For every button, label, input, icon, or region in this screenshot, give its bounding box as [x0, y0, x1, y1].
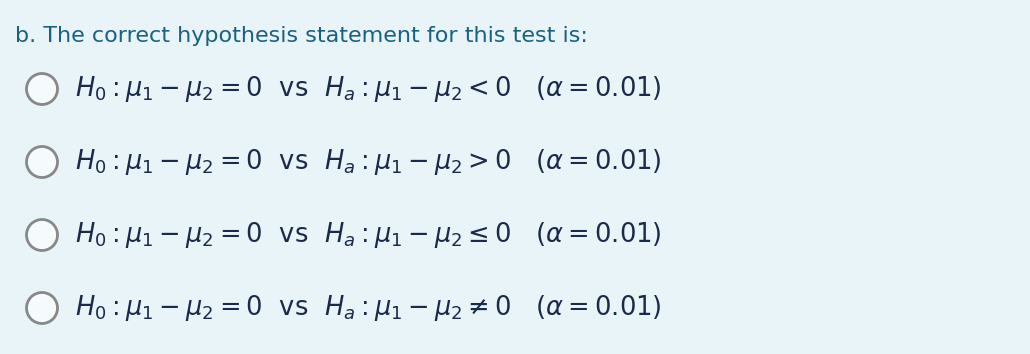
Text: $H_0 : \mu_1 - \mu_2 = 0\ \ \mathrm{vs}\ \ H_a : \mu_1 - \mu_2 \leq 0\quad (\alp: $H_0 : \mu_1 - \mu_2 = 0\ \ \mathrm{vs}\… [75, 220, 661, 250]
Ellipse shape [27, 292, 58, 324]
Ellipse shape [27, 74, 58, 104]
Text: $H_0 : \mu_1 - \mu_2 = 0\ \ \mathrm{vs}\ \ H_a : \mu_1 - \mu_2 < 0\quad (\alpha : $H_0 : \mu_1 - \mu_2 = 0\ \ \mathrm{vs}\… [75, 74, 661, 104]
Text: $H_0 : \mu_1 - \mu_2 = 0\ \ \mathrm{vs}\ \ H_a : \mu_1 - \mu_2 > 0\quad (\alpha : $H_0 : \mu_1 - \mu_2 = 0\ \ \mathrm{vs}\… [75, 147, 661, 177]
Text: b. The correct hypothesis statement for this test is:: b. The correct hypothesis statement for … [15, 26, 588, 46]
Text: $H_0 : \mu_1 - \mu_2 = 0\ \ \mathrm{vs}\ \ H_a : \mu_1 - \mu_2 \neq 0\quad (\alp: $H_0 : \mu_1 - \mu_2 = 0\ \ \mathrm{vs}\… [75, 293, 661, 323]
Ellipse shape [27, 147, 58, 177]
Ellipse shape [27, 219, 58, 251]
